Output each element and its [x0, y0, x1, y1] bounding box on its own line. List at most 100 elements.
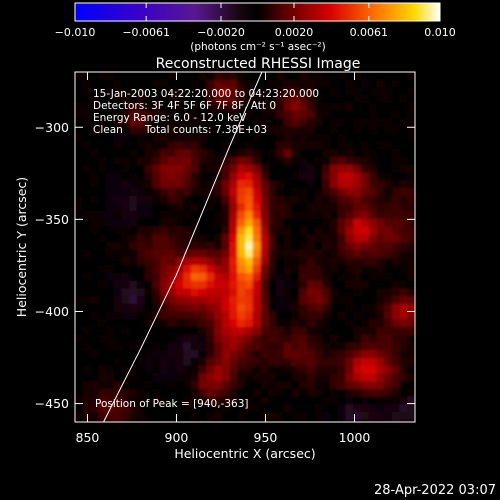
heatmap-cell — [136, 95, 146, 104]
heatmap-cell — [136, 72, 146, 81]
heatmap-cell — [121, 311, 130, 320]
heatmap-cell — [360, 203, 370, 212]
heatmap-cell — [283, 303, 292, 313]
heatmap-cell — [113, 218, 122, 228]
heatmap-cell — [407, 133, 415, 143]
heatmap-cell — [337, 404, 347, 413]
heatmap-cell — [221, 327, 231, 336]
heatmap-cell — [105, 211, 115, 220]
heatmap-cell — [152, 404, 161, 413]
heatmap-cell — [113, 187, 122, 197]
heatmap-cell — [407, 187, 415, 197]
heatmap-cell — [245, 288, 254, 297]
heatmap-cell — [407, 272, 415, 282]
heatmap-cell — [160, 133, 169, 143]
heatmap-cell — [98, 149, 107, 158]
heatmap-cell — [330, 164, 339, 174]
heatmap-cell — [283, 110, 292, 119]
heatmap-cell — [229, 288, 238, 297]
heatmap-cell — [190, 180, 200, 189]
heatmap-cell — [330, 303, 339, 313]
heatmap-cell — [407, 110, 415, 119]
heatmap-cell — [214, 249, 223, 259]
heatmap-cell — [90, 357, 99, 367]
heatmap-cell — [337, 195, 347, 204]
heatmap-cell — [260, 133, 269, 143]
colorbar — [74, 2, 441, 22]
heatmap-cell — [229, 180, 238, 189]
heatmap-cell — [183, 87, 192, 96]
heatmap-cell — [330, 141, 339, 150]
heatmap-cell — [275, 365, 285, 374]
heatmap-cell — [299, 334, 308, 344]
heatmap-cell — [82, 141, 92, 150]
heatmap-cell — [214, 334, 223, 344]
heatmap-cell — [198, 327, 207, 336]
heatmap-cell — [252, 218, 262, 228]
heatmap-cell — [113, 72, 122, 81]
heatmap-cell — [129, 218, 138, 228]
heatmap-cell — [152, 218, 161, 228]
heatmap-cell — [82, 357, 92, 367]
heatmap-cell — [90, 79, 99, 89]
heatmap-cell — [167, 357, 177, 367]
heatmap-cell — [353, 311, 362, 320]
heatmap-cell — [105, 218, 115, 228]
heatmap-cell — [353, 72, 362, 81]
heatmap-cell — [175, 381, 184, 390]
heatmap-cell — [275, 172, 285, 181]
heatmap-cell — [167, 72, 177, 81]
heatmap-cell — [407, 412, 415, 421]
heatmap-cell — [245, 110, 254, 119]
heatmap-cell — [90, 311, 99, 320]
heatmap-cell — [129, 280, 138, 289]
heatmap-cell — [129, 381, 138, 390]
heatmap-cell — [167, 296, 177, 305]
heatmap-cell — [314, 280, 323, 289]
heatmap-cell — [237, 396, 246, 405]
colorbar-tick-label: −0.010 — [55, 26, 96, 39]
heatmap-cell — [407, 265, 415, 274]
heatmap-cell — [322, 342, 331, 351]
heatmap-cell — [214, 141, 223, 150]
heatmap-cell — [260, 319, 269, 328]
heatmap-cell — [136, 226, 146, 235]
heatmap-cell — [221, 280, 231, 289]
heatmap-cell — [82, 187, 92, 197]
heatmap-cell — [121, 381, 130, 390]
heatmap-cell — [368, 373, 377, 382]
heatmap-cell — [330, 388, 339, 398]
heatmap-cell — [252, 211, 262, 220]
heatmap-cell — [330, 203, 339, 212]
colorbar-tick-label: −0.0020 — [197, 26, 245, 39]
heatmap-cell — [229, 396, 238, 405]
heatmap-cell — [105, 296, 115, 305]
heatmap-cell — [175, 280, 184, 289]
heatmap-cell — [167, 110, 177, 119]
heatmap-cell — [399, 203, 408, 212]
heatmap-cell — [376, 350, 385, 359]
heatmap-cell — [353, 419, 362, 422]
heatmap-cell — [360, 72, 370, 81]
heatmap-cell — [90, 95, 99, 104]
heatmap-cell — [136, 311, 146, 320]
heatmap-cell — [245, 72, 254, 81]
heatmap-cell — [221, 365, 231, 374]
heatmap-cell — [407, 388, 415, 398]
heatmap-cell — [314, 388, 323, 398]
heatmap-cell — [175, 234, 184, 243]
heatmap-cell — [291, 164, 300, 174]
heatmap-cell — [353, 79, 362, 89]
heatmap-cell — [237, 365, 246, 374]
heatmap-cell — [75, 87, 84, 96]
heatmap-cell — [376, 419, 385, 422]
heatmap-cell — [90, 126, 99, 135]
heatmap-cell — [221, 110, 231, 119]
heatmap-cell — [291, 265, 300, 274]
heatmap-cell — [221, 334, 231, 344]
heatmap-cell — [275, 280, 285, 289]
heatmap-cell — [82, 311, 92, 320]
heatmap-cell — [322, 257, 331, 266]
heatmap-cell — [268, 319, 277, 328]
heatmap-cell — [252, 133, 262, 143]
